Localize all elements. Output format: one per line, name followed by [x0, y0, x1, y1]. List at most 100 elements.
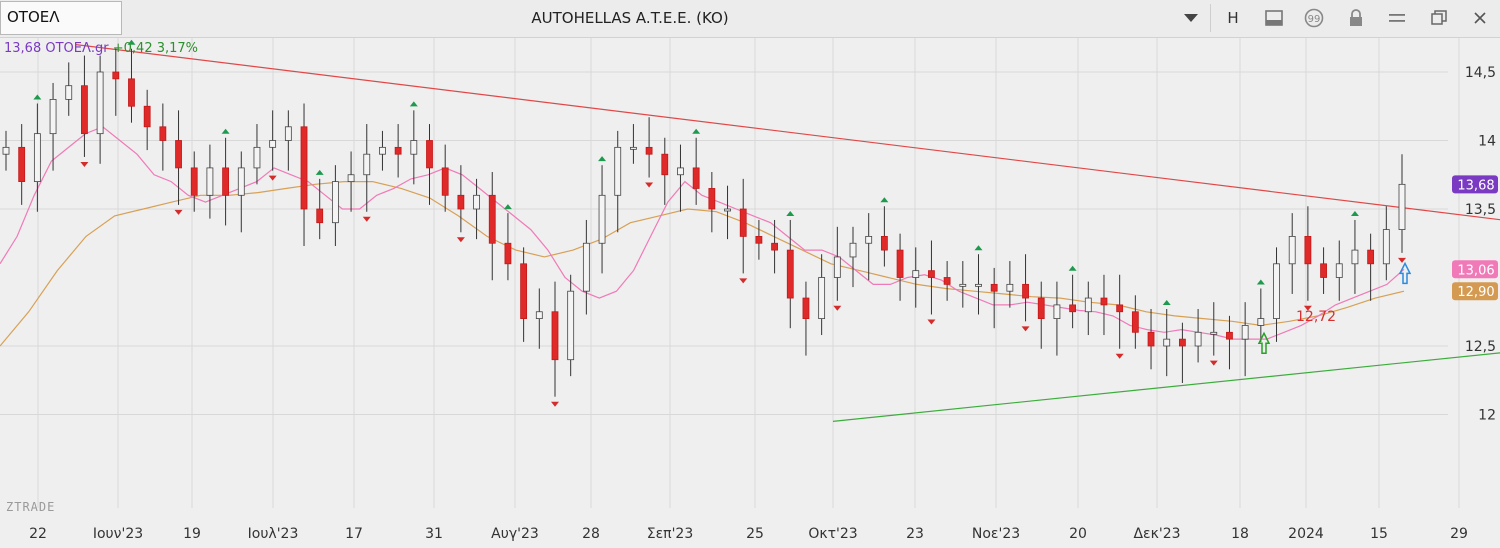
candle-body: [912, 270, 920, 278]
candle-body: [410, 140, 418, 155]
panel-icon[interactable]: [1258, 4, 1290, 32]
candle-body: [739, 208, 747, 237]
lock-icon[interactable]: [1340, 4, 1372, 32]
candle-body: [1382, 229, 1390, 265]
quote-change-pct: 3,17%: [156, 41, 199, 56]
candle-body: [975, 283, 982, 287]
fractal-down-marker: [1209, 360, 1218, 366]
candle-body: [2, 146, 10, 155]
fractal-up-marker: [974, 245, 983, 251]
x-tick-label: 23: [906, 526, 924, 542]
h-button[interactable]: H: [1227, 9, 1239, 27]
candle-body: [81, 85, 88, 135]
y-tick-label: 13,5: [1465, 202, 1496, 218]
candle-body: [1116, 304, 1124, 313]
candle-body: [880, 235, 888, 251]
candle-body: [786, 249, 794, 299]
fractal-down-marker: [80, 161, 89, 167]
buy-arrow-icon: [1257, 331, 1271, 355]
fractal-down-marker: [174, 209, 183, 215]
candle-body: [284, 126, 292, 141]
candle-body: [1304, 235, 1312, 265]
menu-icon[interactable]: [1381, 4, 1413, 32]
fractal-down-marker: [645, 182, 654, 188]
candle-body: [49, 99, 57, 135]
price-label: 12,90: [1457, 285, 1494, 300]
candle-body: [1069, 304, 1077, 313]
x-tick-label: 17: [345, 526, 363, 542]
x-tick-label: 31: [425, 526, 443, 542]
y-tick-label: 14,5: [1465, 65, 1496, 81]
candle-body: [269, 140, 277, 148]
fractal-up-marker: [503, 204, 512, 210]
candle-body: [316, 208, 324, 224]
candle-body: [331, 181, 339, 224]
quote-last: 13,68: [4, 41, 42, 56]
candle-body: [128, 78, 135, 107]
x-tick-label: Ιουν'23: [93, 526, 143, 542]
candle-body: [849, 242, 857, 258]
candle-body: [1163, 338, 1171, 347]
fractal-down-marker: [1398, 257, 1406, 263]
candle-body: [928, 270, 935, 278]
fractal-up-marker: [786, 210, 795, 216]
quote-line: 13,68 ΟΤΟΕΛ.gr +0,42 3,17%: [4, 41, 198, 56]
symbol-input[interactable]: ΟΤΟΕΛ: [0, 1, 122, 35]
close-icon[interactable]: [1464, 4, 1496, 32]
candle-body: [143, 105, 151, 128]
candle-body: [802, 297, 810, 319]
fractal-up-marker: [315, 169, 324, 175]
candle-body: [426, 140, 433, 169]
candle-body: [1006, 283, 1014, 292]
candle-body: [1022, 283, 1029, 299]
price-label-bg: [1452, 175, 1498, 194]
fractal-down-marker: [927, 319, 936, 325]
candle-body: [598, 194, 606, 244]
candle-body: [614, 146, 622, 196]
fractal-down-marker: [362, 216, 371, 222]
candle-body: [504, 242, 512, 265]
candle-body: [1288, 235, 1296, 265]
fractal-down-marker: [268, 175, 277, 181]
y-tick-label: 12: [1478, 408, 1496, 424]
candle-body: [473, 194, 480, 210]
candle-body: [1037, 297, 1045, 319]
candle-body: [441, 167, 449, 196]
candle-body: [833, 256, 841, 278]
chart-area[interactable]: 12,72 14,5 14 13,5 12,5 12 13,68 13,06 12,90 22 Ιο…: [0, 38, 1500, 548]
candle-body: [1273, 263, 1280, 320]
candle-body: [943, 277, 951, 285]
fractal-down-marker: [456, 237, 465, 243]
candle-body: [222, 167, 229, 196]
candle-body: [865, 235, 873, 244]
restore-icon[interactable]: [1423, 4, 1455, 32]
signal-arrow-icon: [1398, 261, 1412, 285]
price-chart[interactable]: 12,72 14,5 14 13,5 12,5 12 13,68 13,06 12,90 22 Ιο…: [0, 38, 1500, 548]
chevron-down-icon[interactable]: [1175, 4, 1207, 32]
candle-body: [18, 146, 26, 182]
candle-body: [535, 311, 543, 319]
y-tick-label: 14: [1478, 134, 1496, 150]
ma-fast-line: [0, 126, 1405, 340]
candle-body: [1084, 297, 1092, 313]
fractal-down-marker: [1115, 353, 1124, 359]
quote-change: +0,42: [112, 41, 153, 56]
x-tick-label: Αυγ'23: [491, 526, 539, 542]
candle-body: [551, 311, 559, 361]
candle-body: [175, 140, 182, 169]
ma-slow-line: [0, 181, 1405, 347]
candle-body: [1053, 304, 1061, 319]
candle-body: [206, 167, 214, 196]
x-tick-label: Ιουλ'23: [248, 526, 299, 542]
x-tick-label: Οκτ'23: [808, 526, 857, 542]
fractal-up-marker: [409, 101, 418, 107]
comment-icon[interactable]: 99: [1298, 4, 1330, 32]
candle-body: [1179, 338, 1186, 347]
toolbar-separator: [1210, 4, 1211, 32]
price-label-bg: [1452, 260, 1498, 279]
candle-body: [394, 146, 402, 155]
candle-body: [159, 126, 167, 141]
candle-body: [379, 146, 386, 155]
x-tick-label: 18: [1231, 526, 1249, 542]
candle-body: [990, 283, 998, 292]
